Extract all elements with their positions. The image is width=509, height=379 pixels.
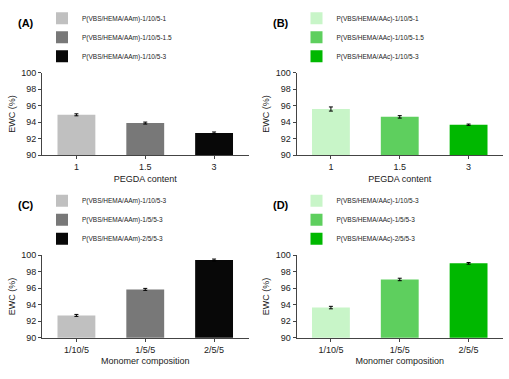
svg-text:P(VBS/HEMA/AAc)-2/5/5-3: P(VBS/HEMA/AAc)-2/5/5-3 <box>337 235 416 243</box>
svg-text:98: 98 <box>26 84 36 94</box>
svg-text:P(VBS/HEMA/AAc)-1/5/5-3: P(VBS/HEMA/AAc)-1/5/5-3 <box>337 216 416 224</box>
svg-text:P(VBS/HEMA/AAc)-1/10/5-3: P(VBS/HEMA/AAc)-1/10/5-3 <box>337 197 419 205</box>
svg-text:90: 90 <box>281 333 291 343</box>
svg-text:3: 3 <box>466 162 471 172</box>
svg-text:P(VBS/HEMA/AAm)-1/10/5-1.5: P(VBS/HEMA/AAm)-1/10/5-1.5 <box>82 34 172 42</box>
svg-text:3: 3 <box>212 162 217 172</box>
svg-text:EWC (%): EWC (%) <box>7 95 17 133</box>
svg-text:Monomer composition: Monomer composition <box>101 356 190 366</box>
svg-text:100: 100 <box>21 68 36 78</box>
svg-text:2/5/5: 2/5/5 <box>459 345 479 355</box>
svg-text:94: 94 <box>26 117 36 127</box>
svg-text:PEGDA content: PEGDA content <box>368 174 432 184</box>
svg-text:P(VBS/HEMA/AAm)-1/10/5-1: P(VBS/HEMA/AAm)-1/10/5-1 <box>82 15 167 23</box>
svg-text:(C): (C) <box>18 199 34 211</box>
svg-text:(A): (A) <box>18 17 34 29</box>
svg-text:92: 92 <box>281 134 291 144</box>
svg-text:1: 1 <box>328 162 333 172</box>
svg-text:1.5: 1.5 <box>139 162 152 172</box>
svg-text:98: 98 <box>281 84 291 94</box>
svg-text:1/5/5: 1/5/5 <box>135 345 155 355</box>
svg-text:EWC (%): EWC (%) <box>7 278 17 316</box>
svg-text:98: 98 <box>26 267 36 277</box>
svg-text:P(VBS/HEMA/AAm)-1/5/5-3: P(VBS/HEMA/AAm)-1/5/5-3 <box>82 216 163 224</box>
svg-text:96: 96 <box>26 101 36 111</box>
svg-text:1.5: 1.5 <box>393 162 406 172</box>
svg-text:96: 96 <box>26 283 36 293</box>
svg-text:1: 1 <box>74 162 79 172</box>
svg-text:100: 100 <box>276 68 291 78</box>
svg-text:90: 90 <box>281 150 291 160</box>
svg-text:(B): (B) <box>273 17 289 29</box>
svg-text:100: 100 <box>21 250 36 260</box>
svg-text:94: 94 <box>281 117 291 127</box>
svg-text:92: 92 <box>281 316 291 326</box>
svg-text:94: 94 <box>281 300 291 310</box>
svg-text:Monomer composition: Monomer composition <box>355 356 444 366</box>
svg-text:P(VBS/HEMA/AAc)-1/10/5-1: P(VBS/HEMA/AAc)-1/10/5-1 <box>337 15 419 23</box>
svg-text:P(VBS/HEMA/AAm)-2/5/5-3: P(VBS/HEMA/AAm)-2/5/5-3 <box>82 235 163 243</box>
svg-text:P(VBS/HEMA/AAm)-1/10/5-3: P(VBS/HEMA/AAm)-1/10/5-3 <box>82 53 167 61</box>
svg-text:2/5/5: 2/5/5 <box>204 345 224 355</box>
svg-text:EWC (%): EWC (%) <box>261 95 271 133</box>
svg-text:90: 90 <box>26 150 36 160</box>
svg-text:(D): (D) <box>273 199 289 211</box>
svg-text:98: 98 <box>281 267 291 277</box>
svg-text:P(VBS/HEMA/AAc)-1/10/5-3: P(VBS/HEMA/AAc)-1/10/5-3 <box>337 53 419 61</box>
svg-text:92: 92 <box>26 316 36 326</box>
svg-text:90: 90 <box>26 333 36 343</box>
svg-text:P(VBS/HEMA/AAm)-1/10/5-3: P(VBS/HEMA/AAm)-1/10/5-3 <box>82 197 167 205</box>
svg-text:EWC (%): EWC (%) <box>261 278 271 316</box>
svg-text:100: 100 <box>276 250 291 260</box>
svg-text:1/10/5: 1/10/5 <box>318 345 343 355</box>
svg-text:94: 94 <box>26 300 36 310</box>
svg-text:1/5/5: 1/5/5 <box>390 345 410 355</box>
svg-text:P(VBS/HEMA/AAc)-1/10/5-1.5: P(VBS/HEMA/AAc)-1/10/5-1.5 <box>337 34 425 42</box>
svg-text:92: 92 <box>26 134 36 144</box>
svg-text:1/10/5: 1/10/5 <box>64 345 89 355</box>
svg-text:PEGDA content: PEGDA content <box>114 174 178 184</box>
svg-text:96: 96 <box>281 283 291 293</box>
svg-text:96: 96 <box>281 101 291 111</box>
